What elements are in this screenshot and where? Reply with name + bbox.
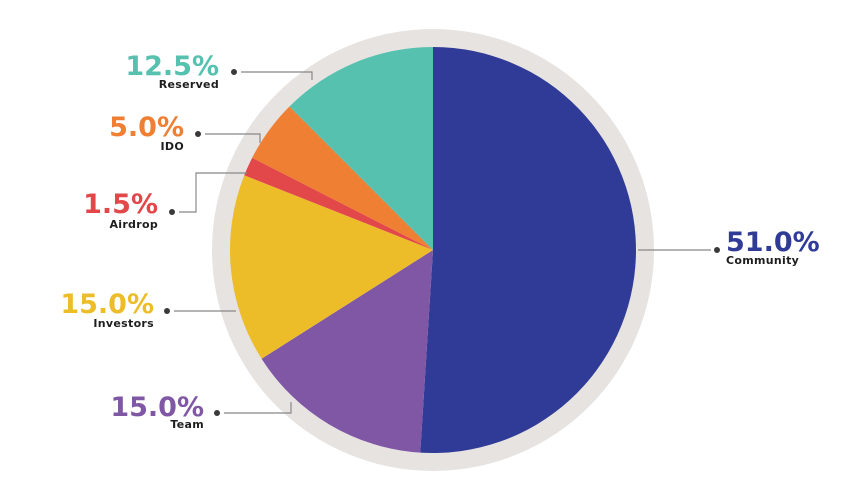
leader-line-ido [205, 133, 261, 143]
pie-slice-community [420, 47, 636, 453]
slice-percentage-community: 51.0% [726, 227, 820, 258]
slice-category-airdrop: Airdrop [109, 218, 158, 231]
slice-category-community: Community [726, 254, 799, 267]
slice-percentage-team: 15.0% [110, 392, 204, 423]
leader-line-reserved [241, 71, 313, 80]
leader-dot-ido [195, 131, 201, 137]
pie-slice-team [261, 250, 433, 453]
slice-category-ido: IDO [161, 140, 184, 153]
slice-percentage-ido: 5.0% [109, 112, 184, 143]
pie-slice-airdrop [244, 157, 433, 250]
slice-labels: 51.0%Community15.0%Team15.0%Investors1.5… [60, 51, 819, 431]
slice-percentage-reserved: 12.5% [125, 51, 219, 82]
slice-category-team: Team [170, 418, 204, 431]
leader-dot-airdrop [169, 209, 175, 215]
slice-percentage-airdrop: 1.5% [83, 189, 158, 220]
pie-slices [230, 47, 636, 453]
leader-lines [164, 69, 720, 416]
leader-line-team [224, 402, 292, 414]
leader-dot-reserved [231, 69, 237, 75]
leader-line-airdrop [179, 172, 247, 213]
leader-dot-team [214, 410, 220, 416]
pie-slice-investors [230, 175, 433, 359]
slice-category-reserved: Reserved [159, 78, 219, 91]
pie-slice-ido [252, 106, 433, 251]
leader-dot-investors [164, 308, 170, 314]
slice-percentage-investors: 15.0% [60, 289, 154, 320]
slice-category-investors: Investors [93, 317, 154, 330]
pie-slice-reserved [289, 47, 433, 250]
leader-dot-community [714, 247, 720, 253]
